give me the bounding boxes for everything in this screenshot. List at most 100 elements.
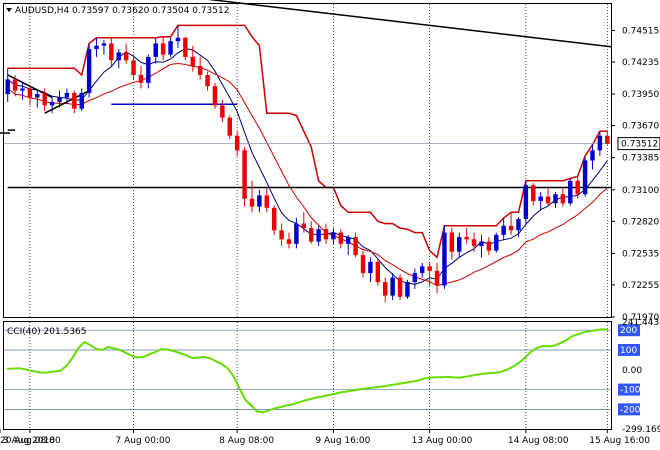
- candle-body: [545, 196, 551, 204]
- candle-body: [486, 241, 492, 251]
- candle-body: [27, 88, 33, 98]
- candle-body: [538, 196, 543, 202]
- candle-body: [42, 94, 47, 106]
- candle-body: [249, 198, 255, 207]
- candle-body: [390, 277, 395, 296]
- cci-level-label: 100: [620, 346, 637, 356]
- candle-body: [316, 229, 321, 242]
- cci-axis-label: 0.00: [622, 366, 642, 376]
- candle-body: [560, 194, 566, 204]
- candle-body: [397, 277, 403, 297]
- time-axis-label: 20 Aug 08:00: [0, 436, 61, 446]
- candle-body: [434, 270, 440, 286]
- price-axis-label: 0.73950: [622, 90, 659, 100]
- candle-body: [360, 255, 366, 274]
- candle-body: [597, 135, 603, 151]
- cci-level-tag-bg: [618, 403, 640, 416]
- price-axis-label: 0.73670: [622, 122, 659, 132]
- candle-body: [531, 185, 536, 202]
- candle-body: [582, 160, 588, 195]
- ma-fast-line: [7, 47, 608, 286]
- candle-body: [516, 219, 521, 231]
- candle-body: [412, 273, 418, 283]
- time-axis-label: 13 Aug 00:00: [412, 436, 473, 446]
- price-axis-label: 0.73100: [622, 186, 659, 196]
- cci-level-tag-bg: [618, 383, 640, 396]
- candle-body: [308, 228, 314, 242]
- candle-body: [168, 41, 173, 55]
- candle-body: [575, 180, 580, 195]
- price-axis-label: 0.72535: [622, 249, 659, 259]
- candle-body: [109, 43, 114, 61]
- candle-body: [345, 237, 351, 244]
- candle-body: [464, 237, 469, 240]
- price-axis-label: 0.74515: [622, 26, 659, 36]
- price-axis-label: 0.73385: [622, 154, 659, 164]
- candle-body: [197, 65, 203, 75]
- candle-body: [49, 101, 55, 106]
- candle-body: [605, 135, 610, 144]
- candle-body: [227, 117, 232, 136]
- cci-level-tag-bg: [618, 343, 640, 356]
- symbol-label: AUDUSD,H4: [15, 6, 70, 16]
- cci-level-label: -200: [620, 405, 641, 415]
- candle-body: [116, 52, 121, 61]
- candle-body: [494, 234, 499, 251]
- candle-body: [220, 105, 225, 118]
- candle-body: [420, 266, 425, 274]
- time-axis-label: 14 Aug 08:00: [508, 436, 569, 446]
- candle-body: [101, 43, 107, 46]
- stop-step-line: [7, 24, 608, 259]
- candle-body: [271, 207, 277, 231]
- candle-body: [72, 92, 77, 109]
- candle-body: [242, 150, 247, 199]
- candle-body: [553, 194, 558, 204]
- candle-body: [234, 135, 240, 151]
- candle-body: [138, 74, 144, 83]
- candle-body: [64, 92, 70, 98]
- price-axis-label: 0.72820: [622, 217, 659, 227]
- candle-body: [301, 223, 307, 229]
- time-axis-label: 7 Aug 00:00: [116, 436, 171, 446]
- current-price-tag-bg: [617, 137, 660, 151]
- dropdown-triangle-icon[interactable]: [6, 8, 12, 12]
- candle-body: [5, 79, 10, 95]
- candle-body: [20, 88, 25, 91]
- candle-body: [375, 261, 381, 283]
- cci-axis-label: -299.1697: [622, 425, 660, 435]
- candle-body: [471, 239, 477, 247]
- candle-body: [323, 229, 329, 240]
- candle-body: [175, 37, 181, 42]
- candle-body: [279, 230, 284, 240]
- candle-body: [523, 185, 529, 220]
- candle-body: [12, 79, 18, 91]
- candle-body: [153, 43, 158, 57]
- candle-body: [383, 282, 388, 296]
- candle-body: [501, 225, 506, 235]
- candle-body: [79, 92, 84, 109]
- price-axis-label: 0.71970: [622, 313, 659, 323]
- candle-body: [212, 86, 218, 106]
- candle-body: [286, 239, 292, 244]
- main-panel-frame: [3, 3, 612, 318]
- cci-indicator-label: CCI(40) 201.5365: [7, 327, 87, 337]
- candle-body: [146, 56, 151, 83]
- candle-body: [294, 223, 299, 244]
- cci-level-label: 200: [620, 326, 637, 336]
- candle-body: [590, 150, 595, 161]
- ohlc-values: 0.73597 0.73620 0.73504 0.73512: [72, 6, 229, 16]
- candle-body: [353, 237, 358, 256]
- candle-body: [123, 52, 129, 61]
- candle-body: [449, 232, 455, 252]
- trendline[interactable]: [200, 0, 612, 48]
- cci-axis-label: 241.4438: [622, 318, 660, 328]
- candle-body: [131, 60, 136, 75]
- candle-body: [86, 49, 92, 93]
- candle-body: [427, 266, 432, 271]
- cci-line: [6, 328, 609, 414]
- candle-body: [257, 195, 262, 207]
- time-axis-label: 3 Aug 2018: [3, 436, 55, 446]
- time-axis-label: 8 Aug 08:00: [219, 436, 274, 446]
- candle-body: [331, 232, 336, 240]
